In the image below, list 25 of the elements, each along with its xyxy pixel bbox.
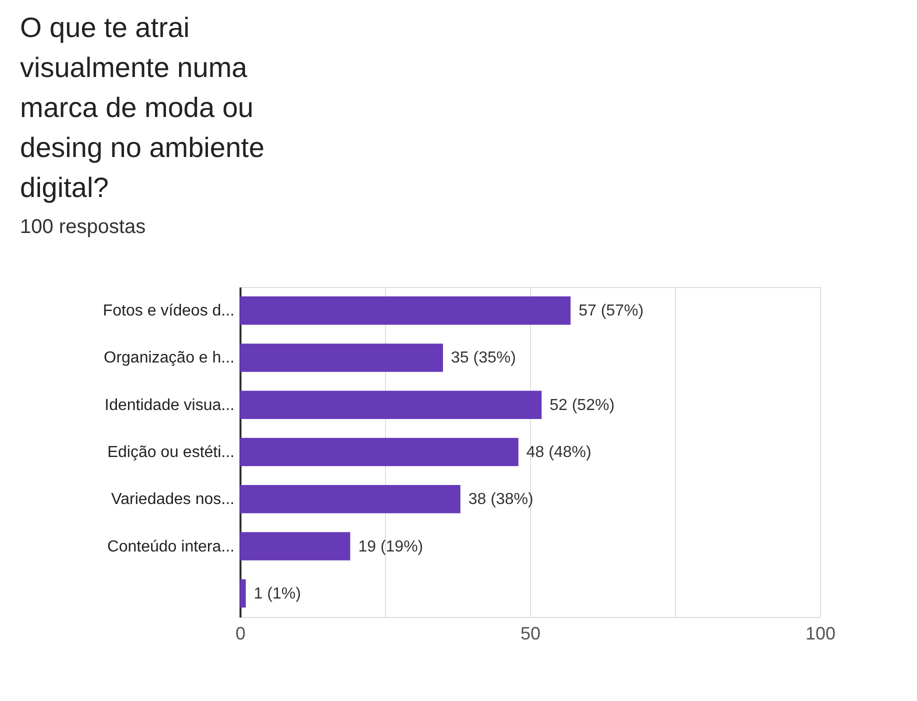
bar: [240, 532, 350, 560]
data-label: 19 (19%): [358, 538, 424, 556]
bar: [240, 438, 518, 466]
data-label: 48 (48%): [526, 444, 592, 461]
x-tick-label: 50: [520, 624, 541, 644]
y-tick-label: Variedades nos...: [111, 491, 234, 508]
bar: [240, 485, 460, 514]
y-tick-label: Edição ou estéti...: [107, 444, 234, 461]
chart-title: O que te atrai visualmente numa marca de moda ou desing no ambiente digital?: [20, 12, 264, 203]
y-tick-label: Identidade visua...: [104, 396, 234, 414]
bar: [240, 296, 571, 325]
y-tick-label: Conteúdo intera...: [107, 538, 234, 556]
data-label: 1 (1%): [254, 585, 301, 602]
x-tick-label: 100: [805, 624, 836, 644]
bar: [240, 344, 443, 372]
data-label: 38 (38%): [468, 491, 534, 508]
y-tick-label: Fotos e vídeos d...: [102, 302, 234, 320]
chart-subtitle: 100 respostas: [20, 216, 146, 238]
bar: [240, 390, 542, 419]
bar: [240, 579, 246, 608]
data-label: 35 (35%): [451, 350, 516, 367]
data-label: 52 (52%): [550, 396, 615, 414]
x-tick-label: 0: [235, 624, 246, 644]
data-label: 57 (57%): [578, 302, 644, 320]
y-tick-label: Organização e h...: [104, 350, 234, 367]
